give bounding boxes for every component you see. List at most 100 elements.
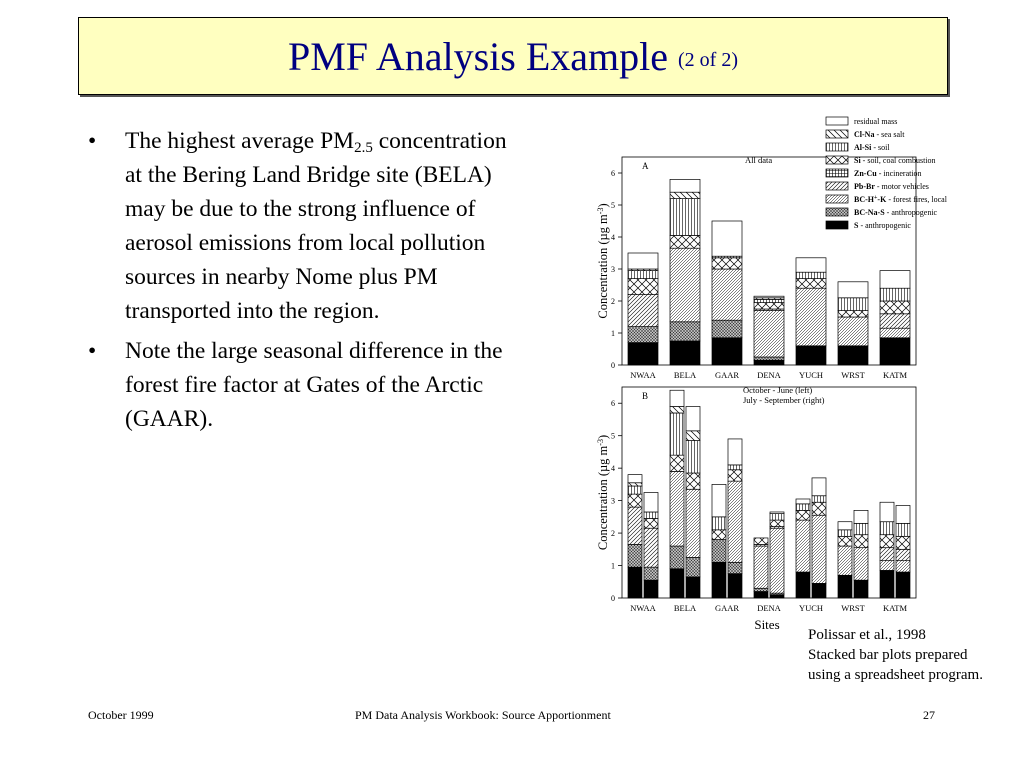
- bar-segment: [895, 522, 911, 537]
- bar-segment: [853, 522, 869, 536]
- x-tick-label: YUCH: [799, 370, 823, 380]
- bar-segment: [837, 297, 869, 311]
- bar-segment: [895, 560, 911, 573]
- legend-label: Si - soil, coal combustion: [854, 156, 936, 165]
- bar-segment: [795, 257, 827, 273]
- bar-segment: [669, 454, 685, 472]
- bar-segment: [837, 529, 853, 537]
- bar-segment: [627, 278, 659, 295]
- bar-segment: [627, 482, 643, 487]
- y-tick-label: 5: [611, 432, 615, 441]
- x-tick-label: KATM: [883, 370, 908, 380]
- citation-line: Stacked bar plots prepared: [808, 647, 968, 663]
- slide-title: PMF Analysis Example: [287, 33, 669, 79]
- chart-legend: residual mass Cl-Na - sea salt Al-Si - soi…: [825, 116, 948, 230]
- bar-segment: [669, 179, 701, 193]
- bar-segment: [837, 310, 869, 318]
- bar-segment: [685, 557, 701, 578]
- y-tick-label: 4: [611, 233, 615, 242]
- legend-swatch: [825, 181, 849, 191]
- bar-segment: [669, 235, 701, 249]
- bar-segment: [795, 278, 827, 289]
- bar-segment: [769, 594, 785, 599]
- y-tick-label: 1: [611, 562, 615, 571]
- citation: Polissar et al., 1998 Stacked bar plots …: [808, 625, 983, 685]
- y-tick-label: 2: [611, 297, 615, 306]
- x-tick-label: WRST: [841, 370, 865, 380]
- slide-title-suffix: (2 of 2): [678, 48, 738, 71]
- bar-segment: [727, 561, 743, 575]
- bar-segment: [669, 340, 701, 366]
- bar-segment: [879, 300, 911, 315]
- bar-segment: [853, 510, 869, 524]
- bar-segment: [685, 488, 701, 558]
- bar-segment: [627, 270, 659, 279]
- x-tick-label: GAAR: [715, 603, 739, 613]
- bar-segment: [879, 534, 895, 549]
- bar-segment: [753, 537, 769, 545]
- legend-swatch: [825, 142, 849, 152]
- bar-segment: [669, 198, 701, 236]
- panel-label: B: [642, 391, 648, 401]
- x-tick-label: DENA: [757, 603, 781, 613]
- x-tick-label: WRST: [841, 603, 865, 613]
- y-tick-label: 2: [611, 529, 615, 538]
- bar-segment: [811, 583, 827, 599]
- legend-swatch: [825, 155, 849, 165]
- y-tick-label: 6: [611, 399, 615, 408]
- bar-segment: [685, 406, 701, 432]
- bar-segment: [811, 514, 827, 584]
- bar-segment: [795, 345, 827, 366]
- bar-segment: [879, 313, 911, 329]
- bar-segment: [669, 247, 701, 323]
- bar-segment: [669, 568, 685, 599]
- chart-annotation: All data: [745, 155, 772, 165]
- bar-segment: [727, 480, 743, 563]
- bar-segment: [811, 477, 827, 497]
- bar-segment: [769, 527, 785, 594]
- bar-segment: [879, 337, 911, 366]
- bar-segment: [643, 579, 659, 599]
- bullet-glyph: •: [88, 128, 97, 154]
- bullet-text-after: concentration at the Bering Land Bridge …: [125, 128, 507, 324]
- bar-segment: [837, 281, 869, 299]
- y-tick-label: 4: [611, 464, 615, 473]
- bar-segment: [711, 561, 727, 599]
- bar-segment: [811, 495, 827, 503]
- citation-line: Polissar et al., 1998: [808, 627, 926, 643]
- bar-segment: [753, 310, 785, 358]
- y-tick-label: 3: [611, 265, 615, 274]
- bullet-text-before: Note the large seasonal difference in th…: [125, 338, 503, 432]
- bullet-item: • Note the large seasonal difference in …: [88, 334, 508, 436]
- chart-panel-b: 0 1 2 3 4 5 6 Concentration (µg m-3) B October - …: [596, 385, 917, 632]
- bar-segment: [769, 513, 785, 521]
- bar-segment: [895, 548, 911, 562]
- y-tick-label: 1: [611, 329, 615, 338]
- legend-swatch: [825, 168, 849, 178]
- bar-segment: [753, 356, 785, 361]
- x-tick-label: GAAR: [715, 370, 739, 380]
- bar-segment: [711, 257, 743, 270]
- bar-segment: [727, 438, 743, 466]
- bar-segment: [711, 516, 727, 531]
- bar-segment: [753, 359, 785, 366]
- y-tick-label: 3: [611, 497, 615, 506]
- bar-segment: [837, 521, 853, 531]
- bullet-subscript: 2.5: [354, 140, 373, 156]
- title-box: PMF Analysis Example (2 of 2): [78, 17, 948, 95]
- bar-segment: [837, 574, 853, 599]
- legend-label: Pb-Br - motor vehicles: [854, 182, 929, 191]
- x-tick-label: BELA: [674, 603, 697, 613]
- plot-frame: [621, 386, 917, 599]
- bar-segment: [643, 492, 659, 513]
- bar-segment: [627, 294, 659, 327]
- legend-swatch: [825, 207, 849, 217]
- bar-segment: [685, 430, 701, 441]
- y-axis-label: Concentration (µg m-3): [596, 435, 611, 550]
- footer-center: PM Data Analysis Workbook: Source Apport…: [355, 708, 611, 722]
- bar-segment: [795, 498, 811, 505]
- legend-label: S - anthropogenic: [854, 221, 911, 230]
- bar-segment: [879, 560, 895, 571]
- bar-segment: [879, 327, 911, 339]
- bar-segment: [711, 484, 727, 518]
